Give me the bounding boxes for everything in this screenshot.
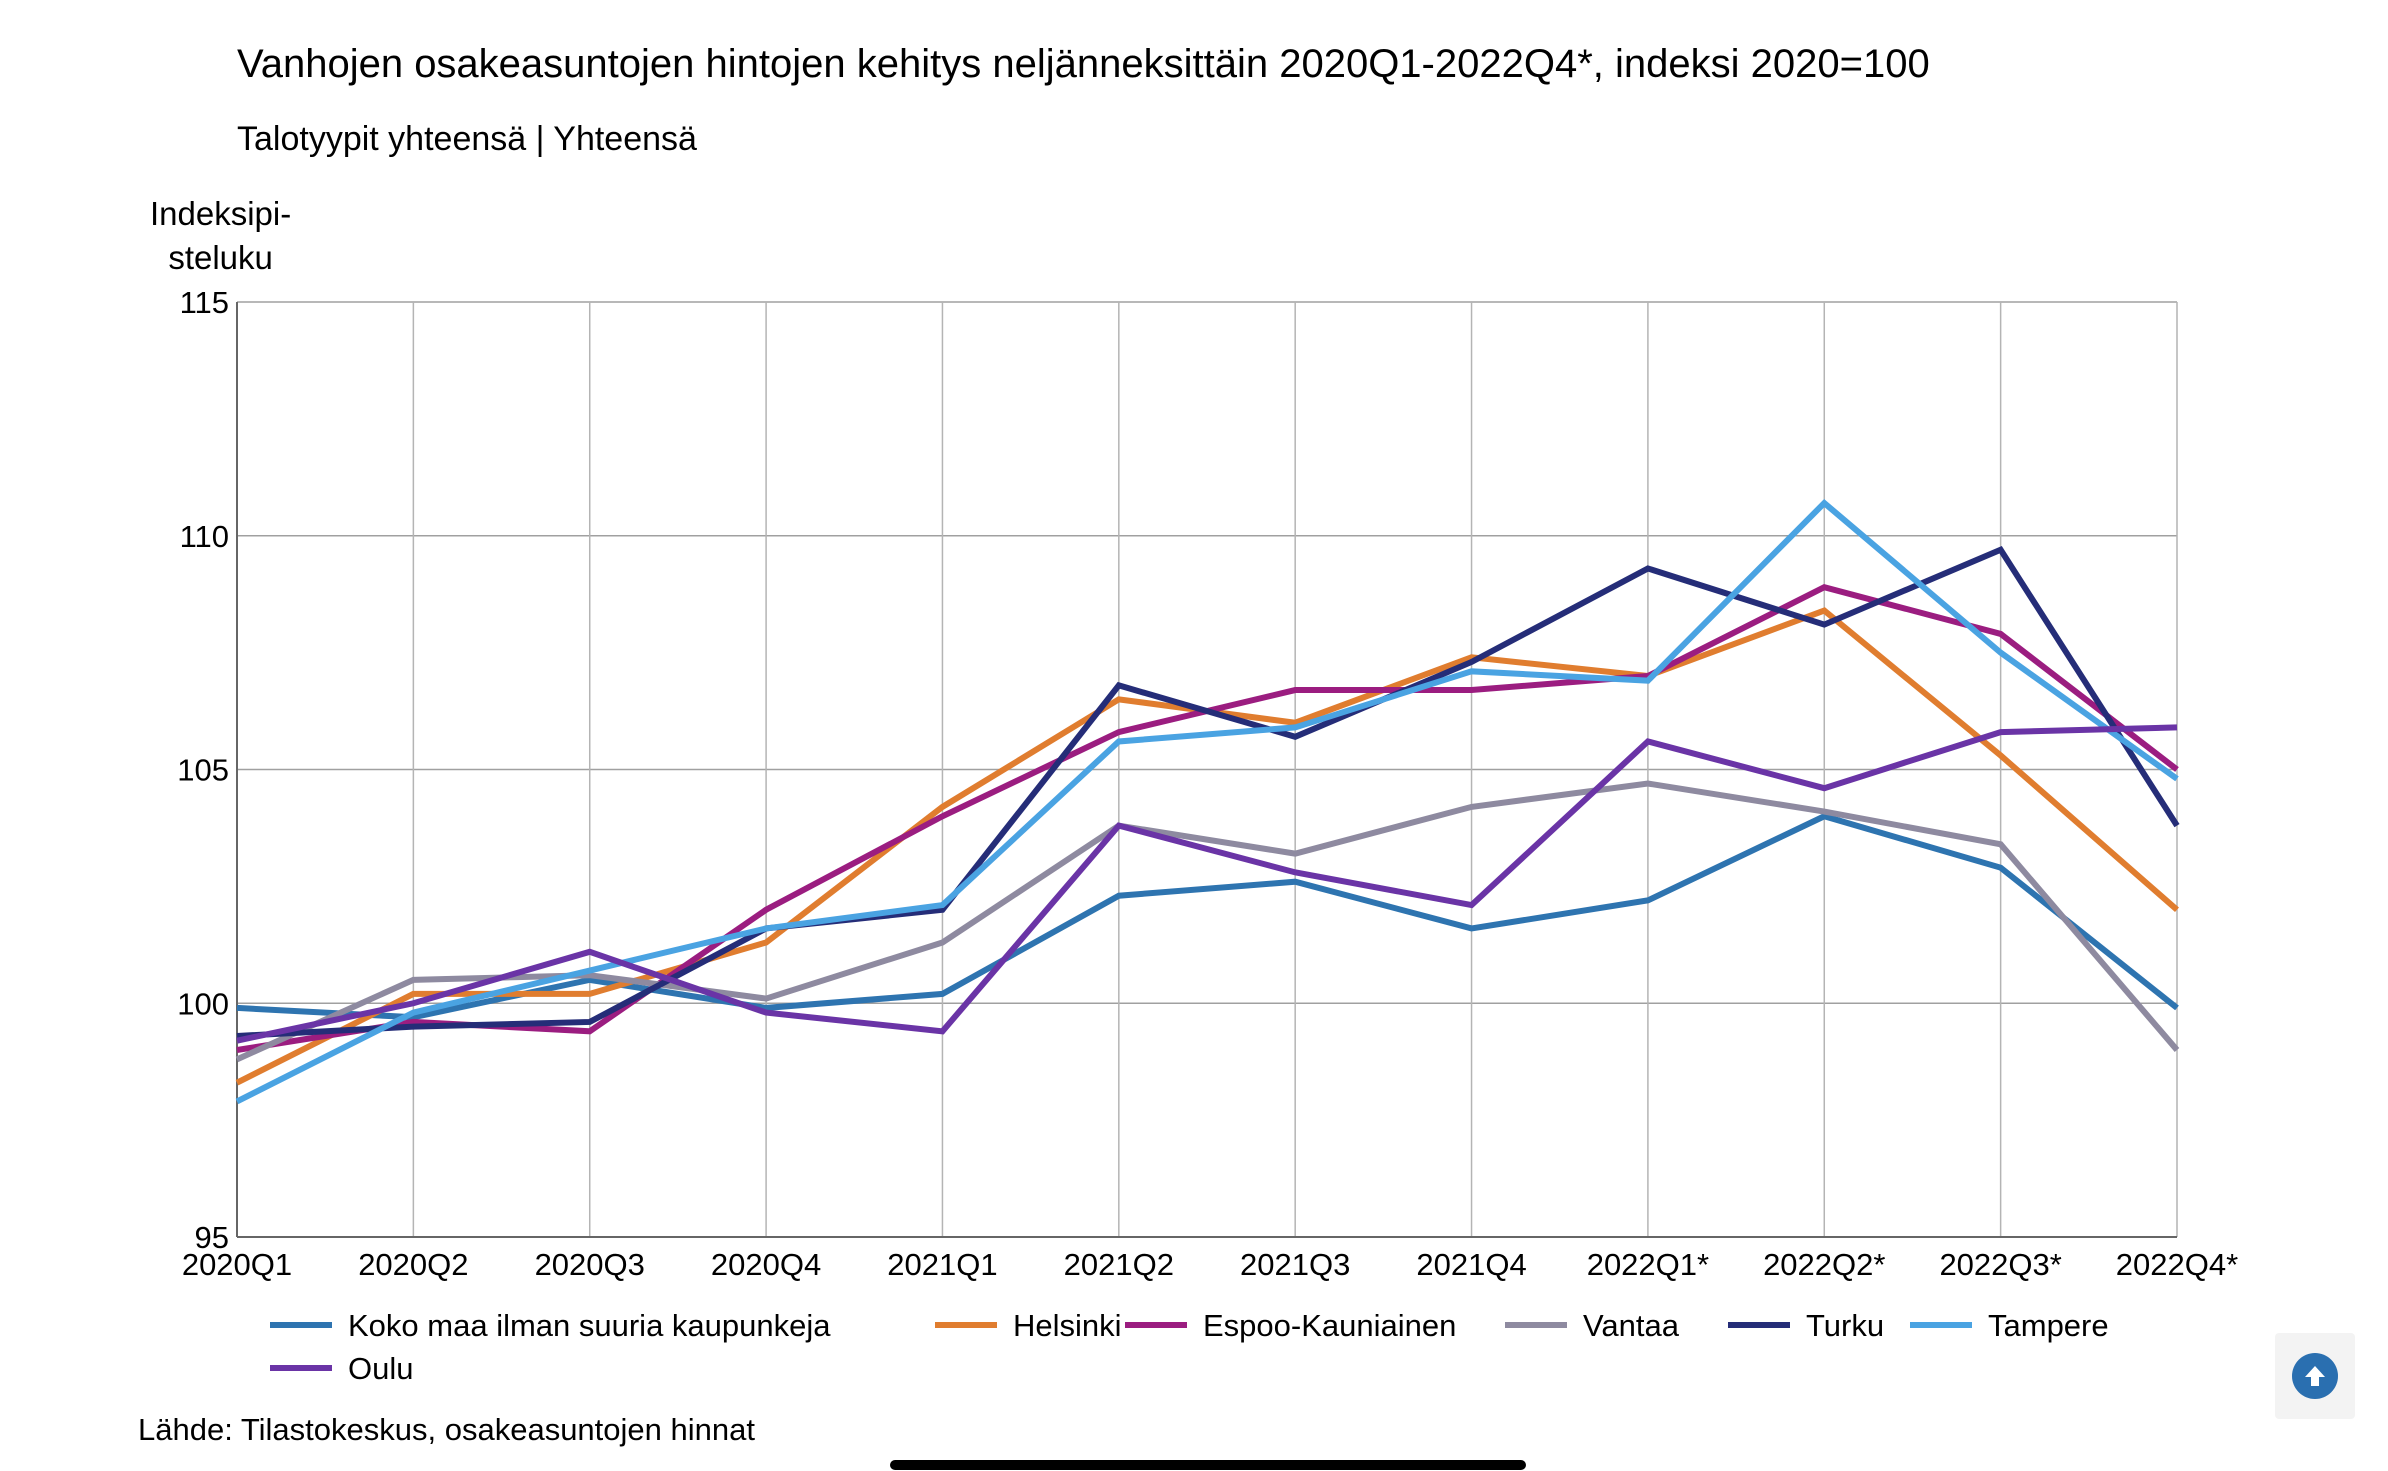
legend-label: Espoo-Kauniainen bbox=[1203, 1308, 1456, 1343]
series-line-5 bbox=[235, 498, 2179, 1105]
x-tick-label: 2022Q2* bbox=[1763, 1247, 1885, 1282]
legend-label: Helsinki bbox=[1013, 1308, 1122, 1343]
y-axis-label: Indeksipi- steluku bbox=[150, 192, 291, 280]
x-tick-label: 2021Q1 bbox=[887, 1247, 997, 1282]
series-line-2 bbox=[236, 583, 2179, 1053]
x-tick-label: 2020Q1 bbox=[182, 1247, 292, 1282]
x-tick-label: 2022Q1* bbox=[1587, 1247, 1709, 1282]
arrow-up-circle-icon bbox=[2292, 1353, 2338, 1399]
y-tick-label: 115 bbox=[180, 285, 229, 320]
x-tick-label: 2022Q4* bbox=[2116, 1247, 2238, 1282]
source-note: Lähde: Tilastokeskus, osakeasuntojen hin… bbox=[138, 1412, 755, 1447]
x-tick-label: 2021Q2 bbox=[1064, 1247, 1174, 1282]
legend-label: Oulu bbox=[348, 1351, 413, 1386]
x-tick-label: 2020Q3 bbox=[535, 1247, 645, 1282]
x-tick-label: 2020Q4 bbox=[711, 1247, 821, 1282]
legend-label: Koko maa ilman suuria kaupunkeja bbox=[348, 1308, 831, 1343]
x-tick-label: 2021Q3 bbox=[1240, 1247, 1350, 1282]
y-axis-label-line: steluku bbox=[168, 239, 273, 276]
home-indicator bbox=[890, 1460, 1526, 1470]
series-line-3 bbox=[235, 780, 2180, 1063]
legend-label: Turku bbox=[1806, 1308, 1884, 1343]
y-axis-label-line: Indeksipi- bbox=[150, 195, 292, 232]
legend-label: Tampere bbox=[1988, 1308, 2109, 1343]
y-tick-label: 110 bbox=[180, 519, 229, 554]
x-tick-label: 2020Q2 bbox=[358, 1247, 468, 1282]
chart-title: Vanhojen osakeasuntojen hintojen kehitys… bbox=[237, 42, 1930, 86]
chart-subtitle: Talotyypit yhteensä | Yhteensä bbox=[237, 120, 697, 158]
legend-label: Vantaa bbox=[1583, 1308, 1680, 1343]
y-tick-label: 100 bbox=[177, 986, 229, 1021]
series-line-4 bbox=[236, 546, 2180, 1039]
series-line-6 bbox=[236, 724, 2178, 1044]
scroll-to-top-button[interactable] bbox=[2275, 1333, 2355, 1419]
x-tick-label: 2022Q3* bbox=[1939, 1247, 2061, 1282]
y-tick-label: 95 bbox=[195, 1220, 229, 1255]
series-line-0 bbox=[236, 813, 2179, 1021]
x-tick-label: 2021Q4 bbox=[1416, 1247, 1526, 1282]
y-tick-label: 105 bbox=[177, 753, 229, 788]
